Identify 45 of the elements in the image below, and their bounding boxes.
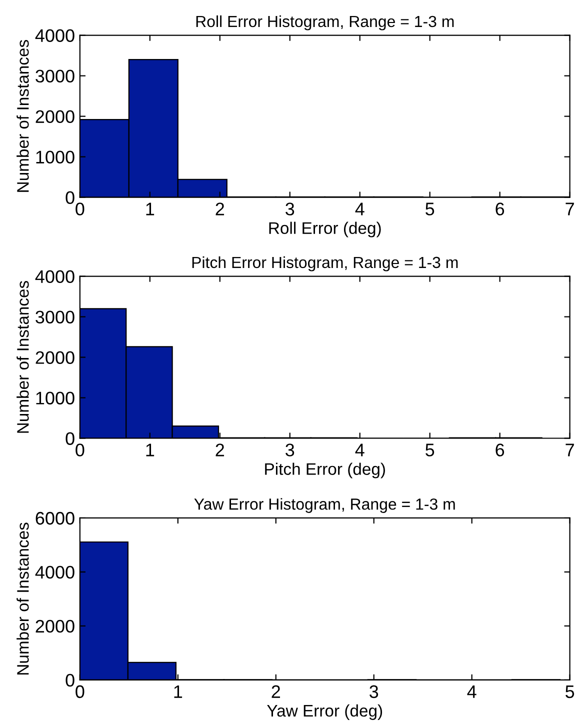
x-tick-label: 1 [146,444,154,456]
x-tick-label: 3 [286,444,294,456]
x-tick-label: 4 [467,685,476,698]
y-tick-label: 3000 [36,310,74,324]
y-tick-label: 1000 [36,150,74,164]
y-axis-title: Number of Instances [16,40,29,192]
y-tick-label: 0 [66,432,74,445]
y-tick-label: 3000 [36,70,74,83]
x-tick-label: 7 [566,444,574,456]
x-tick-label: 5 [566,685,574,698]
y-tick-label: 1000 [36,392,74,404]
x-tick-label: 0 [76,685,84,698]
x-tick-label: 4 [355,444,364,456]
x-tick-label: 3 [370,685,378,698]
x-tick-label: 1 [146,202,154,216]
chart-title: Pitch Error Histogram, Range = 1-3 m [192,256,458,272]
x-axis-title: Roll Error (deg) [269,222,381,238]
x-tick-label: 4 [355,202,364,216]
y-tick-label: 2000 [36,110,74,124]
x-tick-label: 7 [566,202,574,216]
x-tick-label: 6 [496,202,504,216]
x-axis-title: Pitch Error (deg) [265,462,385,478]
x-tick-label: 3 [286,202,294,216]
x-tick-label: 5 [426,202,434,216]
y-tick-label: 4000 [35,270,74,283]
y-tick-label: 0 [66,674,74,687]
x-tick-label: 2 [216,444,224,456]
x-tick-label: 6 [496,444,504,456]
y-tick-label: 2000 [36,620,74,633]
x-tick-label: 5 [426,444,434,456]
x-tick-label: 0 [76,202,84,216]
y-tick-label: 2000 [36,351,74,364]
y-tick-label: 4000 [35,566,74,579]
y-axis-title: Number of Instances [16,522,29,674]
x-tick-label: 2 [216,202,224,216]
y-axis-title: Number of Instances [16,280,29,433]
x-tick-label: 2 [272,685,280,698]
x-tick-label: 1 [174,685,182,698]
y-tick-label: 0 [66,191,74,204]
x-axis-title: Yaw Error (deg) [267,704,382,720]
x-tick-label: 0 [76,444,84,456]
y-tick-label: 6000 [36,512,74,525]
y-tick-label: 4000 [35,29,74,42]
chart-title: Yaw Error Histogram, Range = 1-3 m [194,498,455,513]
chart-title: Roll Error Histogram, Range = 1-3 m [196,15,454,30]
